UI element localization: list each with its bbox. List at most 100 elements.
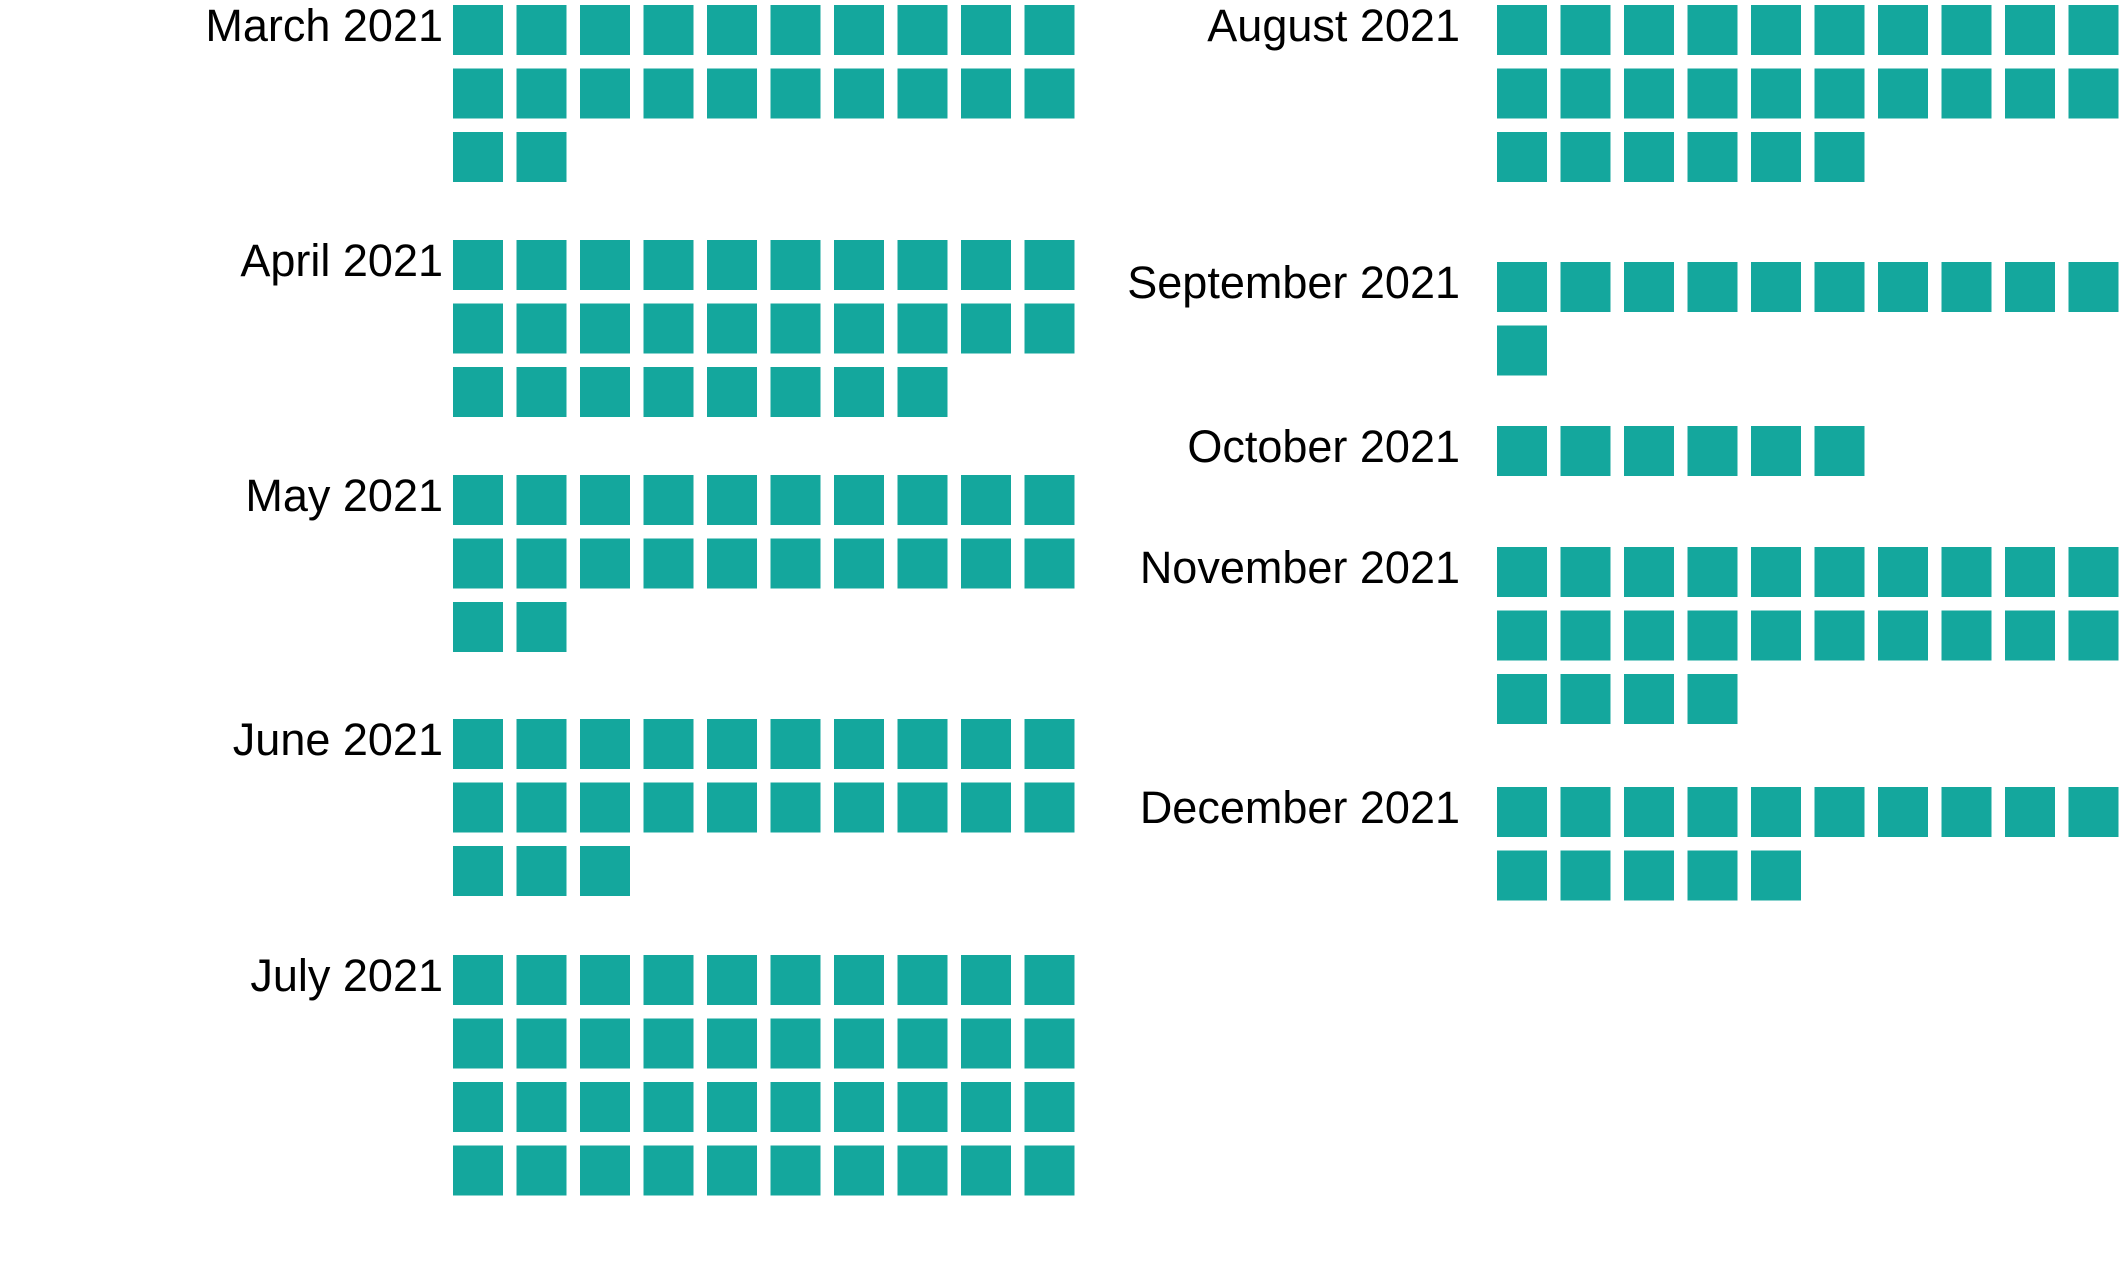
waffle-square	[770, 1082, 821, 1132]
waffle-square	[834, 1018, 884, 1069]
waffle-square	[707, 475, 757, 525]
month-group: April 2021	[240, 235, 1075, 417]
waffle-square	[961, 68, 1011, 119]
waffle-square	[1814, 5, 1865, 55]
waffle-square	[516, 602, 567, 652]
waffle-square	[643, 1082, 694, 1132]
waffle-square	[1624, 5, 1674, 55]
waffle-square	[707, 955, 757, 1005]
waffle-square	[834, 240, 884, 290]
waffle-square	[2005, 5, 2055, 55]
waffle-square	[961, 955, 1011, 1005]
waffle-square	[1497, 610, 1547, 661]
waffle-square	[1497, 850, 1547, 901]
waffle-square	[834, 538, 884, 589]
waffle-square	[1687, 68, 1738, 119]
waffle-square	[707, 782, 757, 833]
waffle-square	[1024, 475, 1075, 525]
waffle-square	[643, 538, 694, 589]
waffle-square	[1687, 674, 1738, 724]
waffle-square	[2068, 787, 2119, 837]
waffle-square	[770, 1018, 821, 1069]
waffle-square	[2068, 5, 2119, 55]
waffle-square	[961, 475, 1011, 525]
waffle-square	[516, 367, 567, 417]
waffle-square	[770, 240, 821, 290]
waffle-square	[897, 303, 948, 354]
waffle-square	[580, 538, 630, 589]
month-group: June 2021	[233, 714, 1075, 896]
waffle-square	[1814, 426, 1865, 476]
waffle-square	[1560, 132, 1611, 182]
waffle-square	[453, 1018, 503, 1069]
waffle-square	[1878, 787, 1928, 837]
waffle-square	[897, 1018, 948, 1069]
waffle-square	[770, 782, 821, 833]
waffle-square	[897, 719, 948, 769]
waffle-square	[1624, 547, 1674, 597]
waffle-square	[643, 240, 694, 290]
waffle-square	[580, 846, 630, 896]
waffle-square	[707, 538, 757, 589]
waffle-square	[707, 1082, 757, 1132]
waffle-square	[1497, 674, 1547, 724]
waffle-square	[834, 303, 884, 354]
waffle-square	[1814, 610, 1865, 661]
waffle-square	[1624, 68, 1674, 119]
waffle-square	[1560, 850, 1611, 901]
waffle-square	[453, 303, 503, 354]
waffle-square	[1878, 262, 1928, 312]
waffle-square	[770, 475, 821, 525]
waffle-square	[2005, 610, 2055, 661]
waffle-square	[707, 303, 757, 354]
month-label: October 2021	[1187, 421, 1460, 472]
waffle-square	[1687, 262, 1738, 312]
waffle-square	[1024, 303, 1075, 354]
month-group: March 2021	[205, 0, 1075, 182]
waffle-square	[1024, 240, 1075, 290]
waffle-square	[453, 846, 503, 896]
waffle-square	[1751, 262, 1801, 312]
waffle-square	[643, 5, 694, 55]
waffle-square	[834, 475, 884, 525]
waffle-square	[453, 602, 503, 652]
waffle-square	[2068, 547, 2119, 597]
waffle-square	[1941, 547, 1992, 597]
waffle-square	[897, 475, 948, 525]
waffle-square	[1624, 850, 1674, 901]
waffle-square	[453, 68, 503, 119]
waffle-square	[1941, 787, 1992, 837]
waffle-square	[1751, 850, 1801, 901]
month-group: November 2021	[1140, 542, 2119, 724]
month-group: September 2021	[1127, 257, 2119, 376]
waffle-square	[643, 955, 694, 1005]
waffle-square	[516, 5, 567, 55]
waffle-square	[1687, 547, 1738, 597]
waffle-square	[1814, 68, 1865, 119]
month-group: July 2021	[250, 950, 1075, 1196]
waffle-square	[1687, 426, 1738, 476]
waffle-square	[1878, 68, 1928, 119]
waffle-square	[770, 1145, 821, 1196]
waffle-square	[1024, 1082, 1075, 1132]
waffle-square	[453, 955, 503, 1005]
waffle-square	[580, 1145, 630, 1196]
waffle-square	[1497, 325, 1547, 376]
month-label: September 2021	[1127, 257, 1460, 308]
waffle-square	[897, 955, 948, 1005]
month-label: November 2021	[1140, 542, 1460, 593]
waffle-square	[1751, 787, 1801, 837]
waffle-square	[453, 782, 503, 833]
waffle-square	[1497, 132, 1547, 182]
waffle-square	[580, 5, 630, 55]
waffle-square	[961, 1018, 1011, 1069]
waffle-square	[1687, 610, 1738, 661]
waffle-square	[453, 719, 503, 769]
waffle-square	[834, 955, 884, 1005]
month-group: August 2021	[1207, 0, 2119, 182]
waffle-square	[897, 68, 948, 119]
month-group: October 2021	[1187, 421, 1865, 476]
waffle-square	[961, 719, 1011, 769]
waffle-square	[1024, 538, 1075, 589]
waffle-square	[453, 475, 503, 525]
